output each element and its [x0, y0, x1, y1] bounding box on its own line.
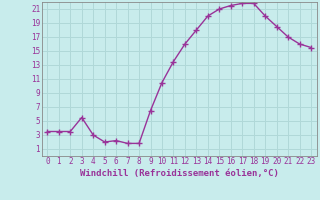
- X-axis label: Windchill (Refroidissement éolien,°C): Windchill (Refroidissement éolien,°C): [80, 169, 279, 178]
